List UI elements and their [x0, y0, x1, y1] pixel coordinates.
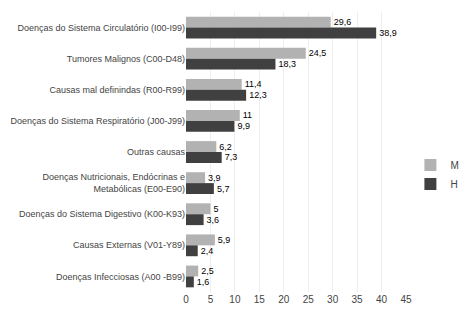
svg-text:20: 20	[278, 294, 290, 305]
svg-text:Tumores Malignos (C00-D48): Tumores Malignos (C00-D48)	[67, 54, 185, 64]
svg-text:Doenças do Sistema Respiratóri: Doenças do Sistema Respiratório (J00-J99…	[10, 116, 185, 126]
svg-text:Doenças do Sistema Digestivo (: Doenças do Sistema Digestivo (K00-K93)	[19, 209, 185, 219]
svg-text:2,4: 2,4	[201, 246, 214, 256]
svg-text:Doenças do Sistema Circulatóri: Doenças do Sistema Circulatório (I00-I99…	[17, 23, 185, 33]
svg-text:9,9: 9,9	[237, 121, 250, 131]
svg-text:M: M	[450, 160, 458, 171]
svg-text:Causas mal definindas (R00-R99: Causas mal definindas (R00-R99)	[49, 85, 185, 95]
svg-text:Doenças Nutricionais, Endócrin: Doenças Nutricionais, Endócrinas eMetabó…	[42, 172, 185, 194]
svg-text:0: 0	[183, 294, 189, 305]
svg-text:5,9: 5,9	[218, 235, 231, 245]
svg-text:1,6: 1,6	[197, 277, 210, 287]
svg-text:5,7: 5,7	[217, 184, 230, 194]
svg-text:7,3: 7,3	[225, 152, 238, 162]
svg-text:3,9: 3,9	[208, 173, 221, 183]
svg-text:5: 5	[208, 294, 214, 305]
svg-text:Outras causas: Outras causas	[127, 147, 186, 157]
svg-text:Causas Externas (V01-Y89): Causas Externas (V01-Y89)	[73, 240, 185, 250]
svg-text:35: 35	[352, 294, 364, 305]
svg-text:25: 25	[303, 294, 315, 305]
svg-text:3,6: 3,6	[207, 215, 220, 225]
svg-text:H: H	[450, 179, 457, 190]
svg-text:29,6: 29,6	[334, 17, 352, 27]
svg-text:10: 10	[229, 294, 241, 305]
svg-text:40: 40	[376, 294, 388, 305]
svg-text:15: 15	[254, 294, 266, 305]
svg-text:30: 30	[327, 294, 339, 305]
svg-text:11: 11	[243, 110, 252, 120]
svg-text:38,9: 38,9	[379, 28, 397, 38]
svg-text:5: 5	[213, 204, 218, 214]
svg-text:24,5: 24,5	[309, 48, 327, 58]
svg-text:2,5: 2,5	[201, 266, 214, 276]
svg-text:Doenças Infecciosas (A00 -B99): Doenças Infecciosas (A00 -B99)	[56, 272, 185, 282]
svg-text:6,2: 6,2	[219, 142, 232, 152]
svg-text:45: 45	[400, 294, 412, 305]
svg-text:18,3: 18,3	[278, 59, 296, 69]
svg-text:11,4: 11,4	[245, 79, 262, 89]
svg-text:12,3: 12,3	[249, 90, 267, 100]
